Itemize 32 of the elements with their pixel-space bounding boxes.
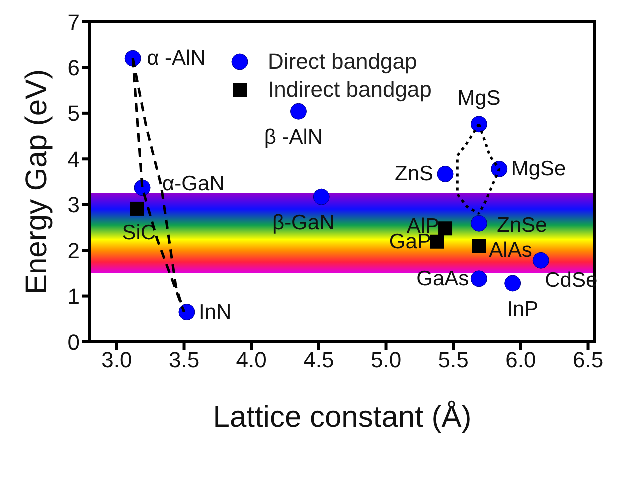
annotation: GaAs: [416, 267, 470, 290]
x-tick-label: 6.5: [572, 348, 604, 373]
annotation: InP: [507, 298, 539, 321]
legend-label: Direct bandgap: [268, 49, 418, 75]
annotation: ZnS: [395, 162, 434, 186]
y-tick-label: 6: [68, 56, 80, 81]
y-tick-label: 1: [68, 284, 80, 310]
y-tick-label: 2: [68, 238, 80, 264]
y-tick-label: 0: [68, 330, 80, 355]
y-tick-label: 4: [68, 146, 80, 172]
annotation: β -AlN: [264, 126, 324, 150]
y-tick-label: 7: [68, 10, 80, 35]
annotation: β-GaN: [272, 212, 335, 235]
y-tick-label: 5: [68, 101, 80, 126]
x-tick-label: 5.0: [370, 348, 402, 373]
x-tick-label: 3.5: [168, 348, 200, 373]
annotation: MgSe: [511, 158, 566, 181]
annotation: α -AlN: [147, 47, 206, 70]
annotation: AlAs: [489, 238, 532, 262]
annotation: SiC: [122, 221, 156, 244]
x-tick-label: 5.5: [438, 348, 469, 373]
y-axis-title: Energy Gap (eV): [20, 69, 54, 295]
legend-label: Indirect bandgap: [268, 77, 432, 103]
y-tick-label: 3: [68, 192, 80, 218]
x-tick-label: 3.0: [102, 348, 132, 373]
x-tick-label: 4.5: [304, 348, 334, 373]
x-tick-label: 4.0: [236, 348, 267, 373]
annotation: InN: [198, 300, 232, 324]
annotation: α-GaN: [162, 172, 225, 196]
annotation: MgS: [458, 86, 501, 110]
x-tick-label: 6.0: [506, 348, 536, 373]
x-axis-title: Lattice constant (Å): [213, 400, 472, 434]
